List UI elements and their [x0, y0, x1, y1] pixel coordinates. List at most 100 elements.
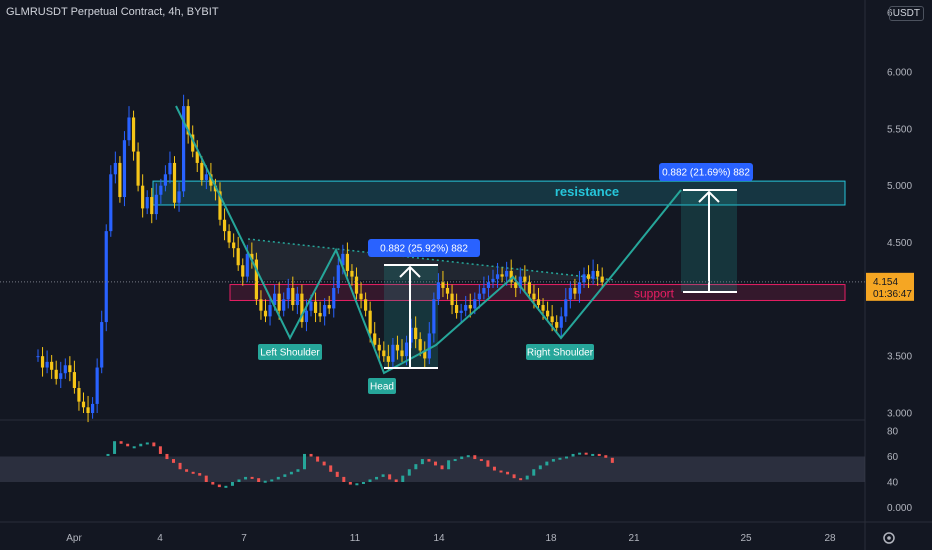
measure-label-1: 0.882 (25.92%) 882 [380, 244, 468, 255]
rsi-bar [126, 443, 130, 447]
rsi-bar [217, 484, 221, 488]
rsi-tick-label: 80 [887, 427, 899, 438]
candle [559, 316, 563, 328]
rsi-bar [499, 470, 503, 473]
candle [268, 305, 272, 317]
candle [468, 305, 472, 309]
rsi-bar [139, 443, 143, 447]
candle [163, 174, 167, 186]
candle [318, 312, 322, 317]
candle [568, 287, 572, 300]
rsi-bar [113, 441, 117, 454]
rsi-bar [132, 446, 136, 449]
candle [186, 106, 190, 135]
rsi-bar [558, 457, 562, 460]
candle [254, 259, 258, 300]
time-tick-label: 14 [433, 533, 445, 544]
candle [354, 276, 359, 294]
candle [345, 253, 349, 271]
currency-badge[interactable]: USDT [888, 6, 924, 21]
candle [45, 361, 49, 368]
head-label: Head [370, 382, 394, 393]
candle [113, 162, 117, 175]
time-tick-label: 4 [157, 533, 163, 544]
rsi-bar [584, 452, 588, 455]
rsi-bar [230, 482, 234, 486]
time-tick-label: 21 [628, 533, 640, 544]
candle [77, 387, 81, 402]
candle [86, 407, 90, 413]
rsi-bar [276, 476, 280, 480]
candle [364, 299, 368, 311]
rsi-bar [375, 476, 379, 480]
current-price-tag-bg [866, 272, 914, 301]
candle [400, 350, 404, 357]
rsi-series [106, 441, 614, 488]
rsi-bar [335, 471, 339, 477]
candle [495, 274, 500, 279]
rsi-bar [368, 479, 372, 482]
candle [518, 276, 522, 288]
candle [350, 270, 354, 277]
candle [277, 293, 281, 311]
rsi-bar [348, 482, 352, 485]
candle [505, 270, 509, 277]
rsi-band [0, 456, 865, 482]
candle [236, 248, 240, 266]
rsi-bar [407, 469, 411, 476]
candle [122, 140, 127, 198]
candle [304, 310, 309, 323]
candle [464, 305, 468, 311]
rsi-bar [283, 474, 287, 477]
candle [368, 310, 372, 334]
candle [509, 270, 513, 283]
rsi-bar [381, 474, 385, 477]
measure-arrow-1-head [399, 265, 421, 278]
support-zone [229, 284, 846, 301]
candle [450, 293, 454, 306]
settings-icon-ring [883, 532, 895, 544]
candle [241, 265, 245, 277]
rsi-bar [296, 469, 300, 472]
rsi-bar [551, 459, 555, 462]
candle [159, 185, 163, 195]
rsi-bar [519, 478, 523, 481]
left-shoulder-label: Left Shoulder [260, 348, 320, 359]
candle [427, 333, 431, 359]
candle [341, 253, 345, 266]
resistance-zone [152, 180, 846, 206]
candle [596, 270, 600, 277]
candle [245, 253, 249, 277]
right-shoulder-label: Right Shoulder [527, 348, 594, 359]
candle [550, 316, 554, 323]
candle [40, 356, 45, 368]
candle [150, 197, 154, 215]
candle [323, 305, 327, 317]
candle [286, 287, 290, 300]
rsi-bar [152, 442, 156, 447]
time-tick-label: 18 [545, 533, 557, 544]
candle [127, 117, 131, 141]
candle [168, 162, 172, 175]
candle [36, 356, 40, 358]
candle [259, 299, 263, 311]
candle [54, 369, 58, 379]
rsi-bar [303, 453, 306, 470]
candle [68, 365, 72, 373]
settings-icon-center [887, 536, 891, 540]
rsi-bar [565, 456, 568, 459]
rsi-bar [342, 476, 346, 482]
rsi-bar [257, 478, 261, 482]
countdown-value: 01:36:47 [873, 289, 912, 300]
rsi-bar [322, 461, 326, 466]
candle [191, 134, 195, 152]
settings-icon[interactable] [883, 532, 895, 544]
measure-arrow-2-head [698, 190, 720, 203]
time-tick-label: Apr [66, 533, 82, 544]
candle [109, 174, 113, 232]
candle [72, 372, 76, 388]
candle [104, 231, 108, 323]
price-tick-label: 6.000 [887, 68, 912, 79]
candle [377, 344, 381, 351]
